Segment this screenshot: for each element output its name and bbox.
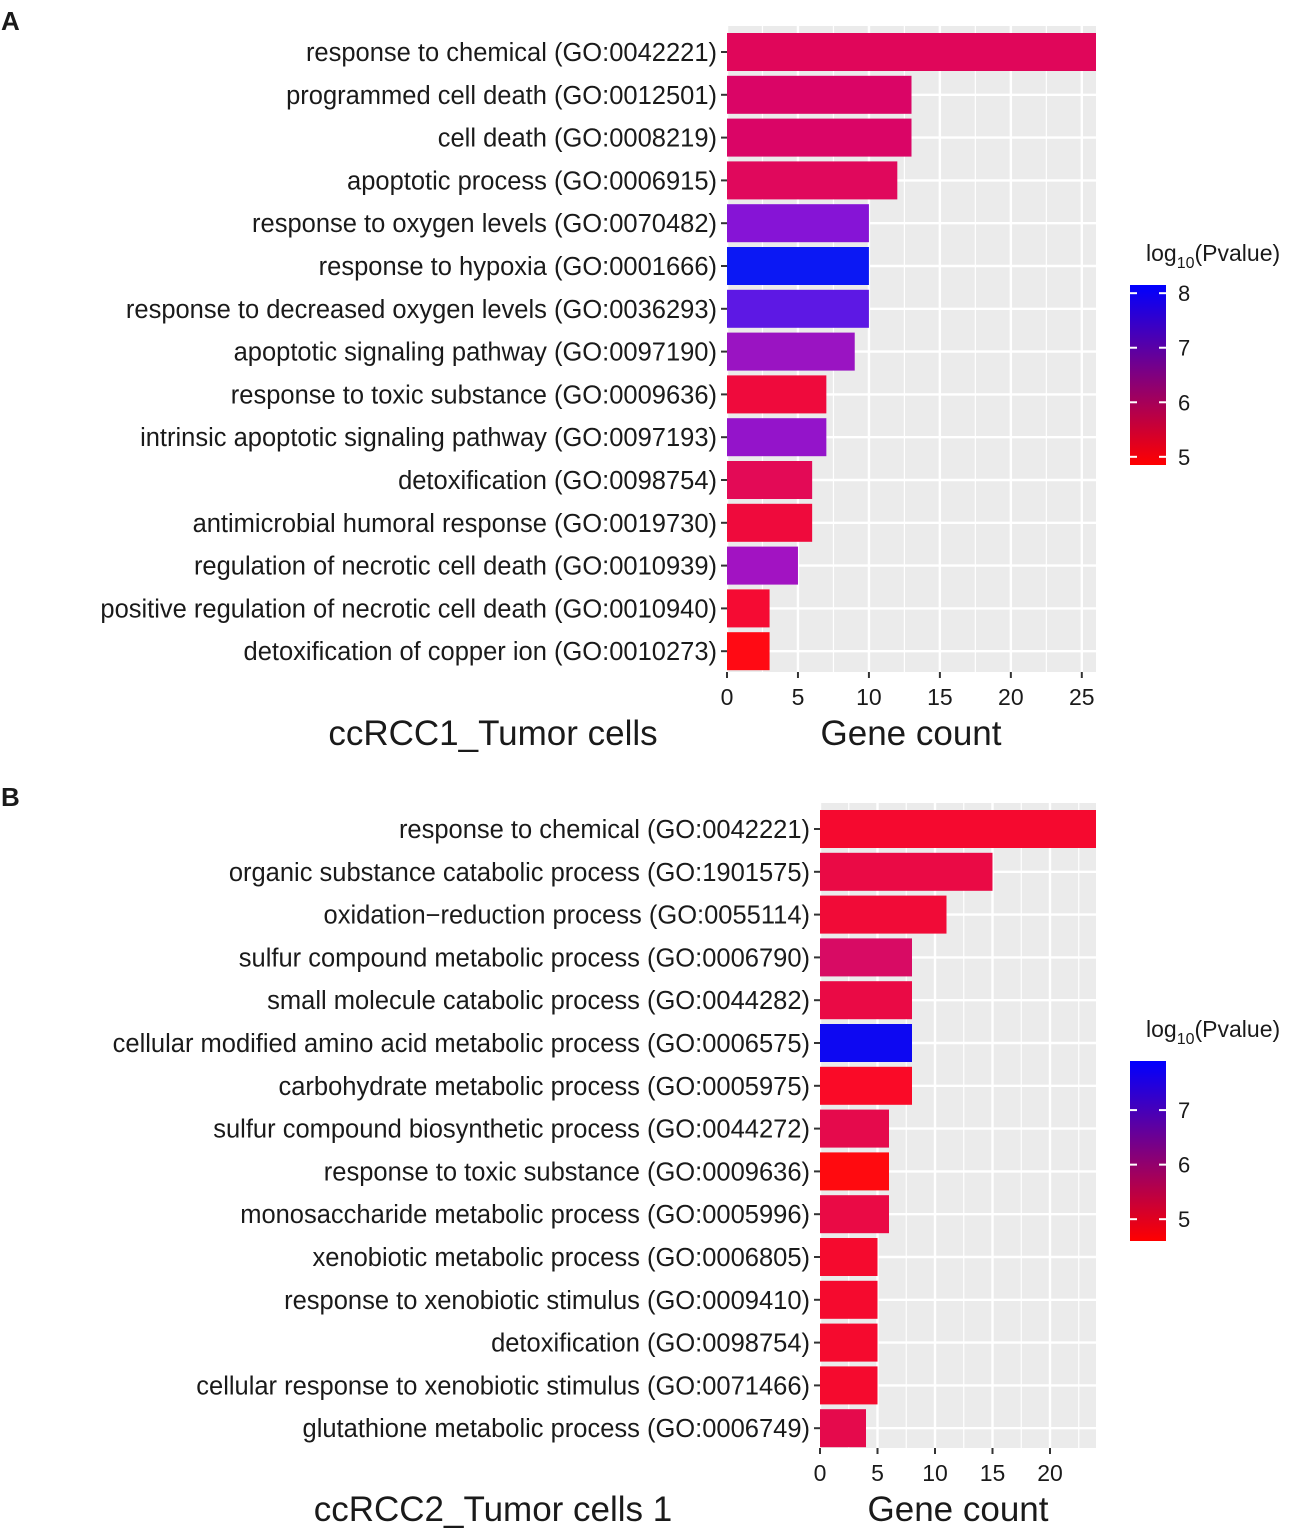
category-label: carbohydrate metabolic process (GO:00059…: [278, 1073, 810, 1101]
x-tick-label: 20: [998, 684, 1024, 710]
category-label: organic substance catabolic process (GO:…: [229, 859, 810, 887]
legend-tick-label: 7: [1178, 336, 1190, 361]
category-label: detoxification (GO:0098754): [398, 467, 717, 495]
x-tick-label: 10: [922, 1460, 948, 1486]
legend-title-suffix: (Pvalue): [1195, 240, 1281, 266]
category-label: sulfur compound metabolic process (GO:00…: [239, 944, 810, 972]
category-label: response to toxic substance (GO:0009636): [324, 1158, 810, 1186]
category-label: xenobiotic metabolic process (GO:0006805…: [312, 1244, 810, 1272]
bar: [820, 852, 993, 891]
legend-title-log: log: [1146, 240, 1177, 266]
category-label: oxidation−reduction process (GO:0055114): [324, 902, 810, 930]
category-label: response to xenobiotic stimulus (GO:0009…: [284, 1287, 810, 1315]
bar: [727, 589, 770, 628]
category-label: glutathione metabolic process (GO:000674…: [303, 1415, 810, 1443]
category-label: response to chemical (GO:0042221): [306, 39, 717, 67]
category-label: positive regulation of necrotic cell dea…: [100, 595, 717, 623]
bar: [820, 1323, 878, 1362]
panel-title: ccRCC1_Tumor cells: [328, 714, 657, 753]
category-label: response to oxygen levels (GO:0070482): [252, 210, 717, 238]
category-label: monosaccharide metabolic process (GO:000…: [240, 1201, 810, 1229]
legend-title: log10(Pvalue): [1146, 1016, 1280, 1048]
bar: [820, 895, 947, 934]
legend-tick-label: 5: [1178, 1207, 1190, 1232]
bar: [727, 461, 813, 499]
bar: [727, 75, 912, 114]
bar: [820, 1109, 889, 1148]
bar: [727, 418, 827, 457]
legend-title-subscript: 10: [1177, 255, 1195, 272]
x-tick-label: 0: [721, 684, 734, 710]
legend-title-subscript: 10: [1177, 1031, 1195, 1048]
panel-label: B: [1, 782, 20, 812]
x-tick-label: 5: [871, 1460, 884, 1486]
category-label: detoxification (GO:0098754): [491, 1330, 810, 1358]
bar: [820, 1366, 878, 1405]
panel-label: A: [1, 6, 20, 36]
x-axis-title: Gene count: [868, 1490, 1049, 1529]
bar: [820, 1195, 889, 1234]
category-label: programmed cell death (GO:0012501): [286, 82, 717, 110]
category-label: intrinsic apoptotic signaling pathway (G…: [140, 424, 717, 452]
bar: [727, 161, 898, 200]
bar: [727, 632, 770, 671]
legend-colorbar: [1130, 1061, 1166, 1241]
bar: [727, 204, 869, 243]
category-label: regulation of necrotic cell death (GO:00…: [194, 553, 717, 581]
bar: [727, 118, 912, 157]
x-tick-label: 10: [856, 684, 882, 710]
x-tick-label: 15: [927, 684, 953, 710]
bar: [727, 247, 869, 285]
category-label: apoptotic process (GO:0006915): [347, 167, 717, 195]
bar: [820, 1409, 866, 1448]
bar: [727, 289, 869, 328]
bar: [820, 1152, 889, 1191]
legend-tick-label: 6: [1178, 390, 1190, 415]
bar: [727, 546, 798, 585]
category-label: antimicrobial humoral response (GO:00197…: [193, 510, 717, 538]
bar: [727, 375, 827, 414]
bar: [727, 503, 813, 542]
category-label: response to decreased oxygen levels (GO:…: [126, 296, 717, 324]
bar: [820, 810, 1096, 848]
x-tick-label: 20: [1037, 1460, 1063, 1486]
legend-title-suffix: (Pvalue): [1195, 1016, 1281, 1042]
bar: [727, 332, 855, 371]
category-label: response to chemical (GO:0042221): [399, 816, 810, 844]
legend-tick-label: 7: [1178, 1098, 1190, 1123]
bar: [820, 1066, 912, 1105]
legend-colorbar: [1130, 285, 1166, 465]
x-tick-label: 25: [1069, 684, 1095, 710]
bar: [820, 1238, 878, 1276]
category-label: apoptotic signaling pathway (GO:0097190): [234, 339, 717, 367]
legend-tick-label: 6: [1178, 1153, 1190, 1178]
x-tick-label: 5: [792, 684, 805, 710]
x-axis-title: Gene count: [821, 714, 1002, 753]
bar: [727, 33, 1096, 71]
bar: [820, 981, 912, 1020]
category-label: response to toxic substance (GO:0009636): [231, 381, 717, 409]
x-tick-label: 15: [980, 1460, 1006, 1486]
legend-tick-label: 5: [1178, 445, 1190, 470]
legend-tick-label: 8: [1178, 281, 1190, 306]
bar: [820, 1024, 912, 1062]
legend-title-log: log: [1146, 1016, 1177, 1042]
legend-title: log10(Pvalue): [1146, 240, 1280, 272]
category-label: cell death (GO:0008219): [438, 125, 717, 153]
category-label: cellular response to xenobiotic stimulus…: [196, 1372, 810, 1400]
category-label: cellular modified amino acid metabolic p…: [113, 1030, 810, 1058]
category-label: response to hypoxia (GO:0001666): [319, 253, 717, 281]
bar: [820, 938, 912, 977]
bar: [820, 1280, 878, 1319]
category-label: small molecule catabolic process (GO:004…: [267, 987, 810, 1015]
x-tick-label: 0: [814, 1460, 827, 1486]
category-label: sulfur compound biosynthetic process (GO…: [213, 1116, 810, 1144]
panel-title: ccRCC2_Tumor cells 1: [314, 1490, 673, 1529]
category-label: detoxification of copper ion (GO:0010273…: [244, 638, 717, 666]
